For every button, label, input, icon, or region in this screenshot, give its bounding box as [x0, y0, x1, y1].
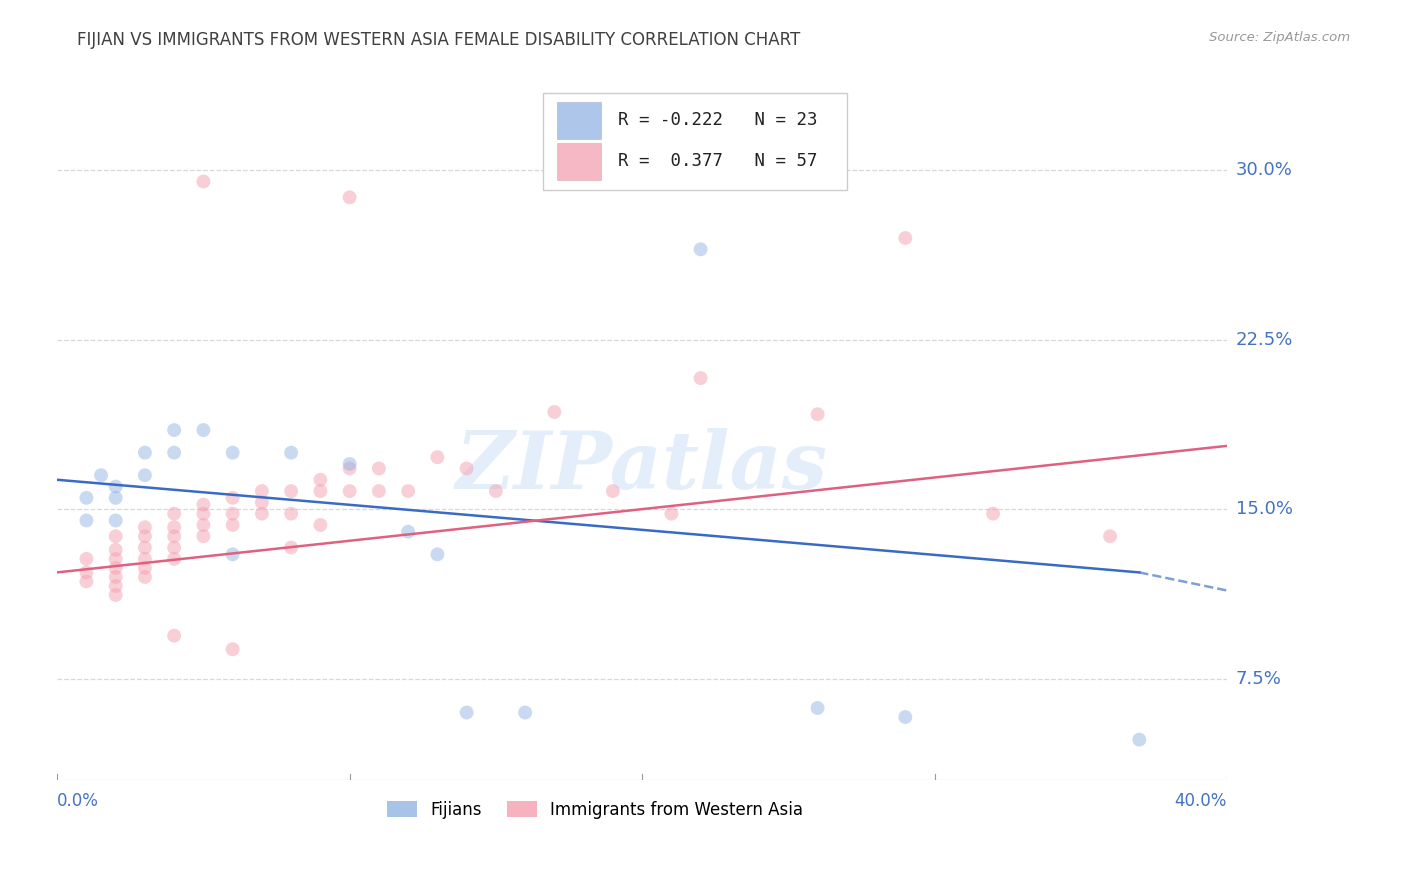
- Point: [104, 513, 127, 527]
- Legend: Fijians, Immigrants from Western Asia: Fijians, Immigrants from Western Asia: [381, 794, 810, 825]
- Point: [104, 552, 127, 566]
- Point: [163, 541, 186, 555]
- Text: 40.0%: 40.0%: [1174, 791, 1227, 810]
- Point: [90, 468, 112, 483]
- Text: 7.5%: 7.5%: [1236, 670, 1282, 688]
- Point: [134, 570, 156, 584]
- Point: [689, 371, 711, 385]
- Text: R = -0.222   N = 23: R = -0.222 N = 23: [617, 112, 817, 129]
- Point: [894, 710, 917, 724]
- Point: [134, 561, 156, 575]
- Point: [689, 242, 711, 256]
- Point: [981, 507, 1004, 521]
- Point: [104, 588, 127, 602]
- Point: [104, 561, 127, 575]
- Point: [280, 445, 302, 459]
- Point: [367, 484, 389, 499]
- Point: [163, 552, 186, 566]
- Point: [485, 484, 508, 499]
- Point: [339, 461, 361, 475]
- Point: [221, 518, 243, 533]
- Point: [396, 524, 419, 539]
- Point: [134, 520, 156, 534]
- Point: [75, 574, 97, 589]
- Point: [134, 445, 156, 459]
- Point: [250, 507, 273, 521]
- Point: [221, 445, 243, 459]
- Point: [75, 513, 97, 527]
- Point: [75, 566, 97, 580]
- Text: Source: ZipAtlas.com: Source: ZipAtlas.com: [1209, 31, 1350, 45]
- Point: [250, 484, 273, 499]
- Point: [163, 529, 186, 543]
- Point: [75, 552, 97, 566]
- Point: [339, 484, 361, 499]
- Point: [309, 484, 332, 499]
- Point: [543, 405, 565, 419]
- Point: [396, 484, 419, 499]
- Point: [513, 706, 536, 720]
- Point: [806, 407, 828, 421]
- Point: [163, 520, 186, 534]
- Point: [193, 498, 215, 512]
- Point: [221, 491, 243, 505]
- Point: [193, 174, 215, 188]
- Text: 15.0%: 15.0%: [1236, 500, 1292, 518]
- FancyBboxPatch shape: [543, 94, 846, 189]
- Point: [193, 529, 215, 543]
- Point: [221, 642, 243, 657]
- Point: [806, 701, 828, 715]
- Point: [163, 445, 186, 459]
- Point: [75, 491, 97, 505]
- Point: [104, 570, 127, 584]
- Point: [309, 518, 332, 533]
- Point: [280, 484, 302, 499]
- Point: [193, 518, 215, 533]
- Point: [104, 491, 127, 505]
- Point: [134, 529, 156, 543]
- Point: [456, 461, 478, 475]
- Point: [280, 541, 302, 555]
- Point: [134, 468, 156, 483]
- Point: [602, 484, 624, 499]
- Point: [104, 579, 127, 593]
- Text: 0.0%: 0.0%: [58, 791, 98, 810]
- Point: [1099, 529, 1122, 543]
- Point: [193, 507, 215, 521]
- Point: [163, 629, 186, 643]
- Point: [221, 547, 243, 561]
- Text: 30.0%: 30.0%: [1236, 161, 1292, 179]
- Point: [1128, 732, 1150, 747]
- Point: [894, 231, 917, 245]
- Text: ZIPatlas: ZIPatlas: [456, 428, 828, 506]
- Point: [339, 190, 361, 204]
- Point: [104, 542, 127, 557]
- Point: [426, 547, 449, 561]
- Point: [134, 552, 156, 566]
- Point: [163, 423, 186, 437]
- Point: [309, 473, 332, 487]
- Point: [367, 461, 389, 475]
- Point: [134, 541, 156, 555]
- Point: [221, 507, 243, 521]
- Point: [104, 479, 127, 493]
- Point: [104, 529, 127, 543]
- Point: [659, 507, 682, 521]
- Text: 22.5%: 22.5%: [1236, 331, 1294, 349]
- Point: [193, 423, 215, 437]
- Text: FIJIAN VS IMMIGRANTS FROM WESTERN ASIA FEMALE DISABILITY CORRELATION CHART: FIJIAN VS IMMIGRANTS FROM WESTERN ASIA F…: [77, 31, 800, 49]
- Point: [280, 507, 302, 521]
- Point: [456, 706, 478, 720]
- Bar: [557, 143, 602, 179]
- Bar: [557, 102, 602, 139]
- Point: [163, 507, 186, 521]
- Text: R =  0.377   N = 57: R = 0.377 N = 57: [617, 152, 817, 170]
- Point: [426, 450, 449, 465]
- Point: [339, 457, 361, 471]
- Point: [250, 495, 273, 509]
